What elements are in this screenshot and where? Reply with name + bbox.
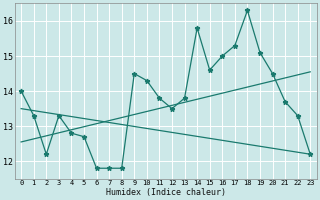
- X-axis label: Humidex (Indice chaleur): Humidex (Indice chaleur): [106, 188, 226, 197]
